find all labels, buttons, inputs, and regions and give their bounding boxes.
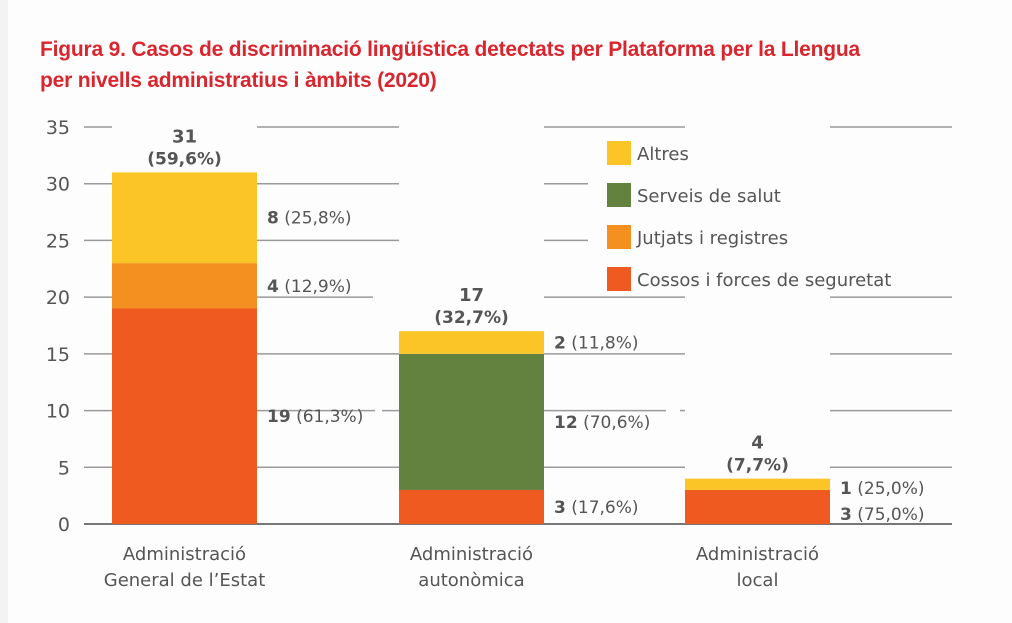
segment-label-serveis-de-salut-2: 12 (70,6%) bbox=[554, 413, 650, 433]
bar-total-value-1: 31 bbox=[172, 126, 197, 147]
bar-total-value-2: 17 bbox=[459, 285, 484, 306]
bar-segment-cossos-i-forces-de-seguretat-2 bbox=[399, 489, 544, 524]
segment-label-jutjats-i-registres-1: 4 (12,9%) bbox=[267, 277, 352, 297]
bar-segment-altres-2 bbox=[399, 331, 544, 354]
segment-label-percent: (25,8%) bbox=[279, 209, 352, 229]
legend-swatch-serveis-de-salut bbox=[607, 183, 631, 207]
chart-title: Figura 9. Casos de discriminació lingüís… bbox=[40, 34, 1000, 96]
segment-label-altres-3: 1 (25,0%) bbox=[840, 479, 925, 499]
segment-label-count: 4 bbox=[267, 277, 279, 297]
segment-label-percent: (75,0%) bbox=[852, 505, 925, 525]
segment-label-count: 3 bbox=[840, 505, 852, 525]
y-tick-label-20: 20 bbox=[46, 287, 70, 309]
chart-title-line-1: Figura 9. Casos de discriminació lingüís… bbox=[40, 38, 860, 61]
bar-segment-altres-1 bbox=[112, 172, 257, 264]
category-label-1-line-2: General de l’Estat bbox=[104, 570, 266, 591]
segment-label-percent: (17,6%) bbox=[566, 498, 639, 518]
category-label-2-line-2: autonòmica bbox=[418, 570, 524, 591]
y-tick-label-30: 30 bbox=[46, 174, 70, 196]
segment-label-percent: (12,9%) bbox=[279, 277, 352, 297]
bar-total-percent-1: (59,6%) bbox=[147, 149, 222, 169]
bar-total-value-3: 4 bbox=[751, 433, 764, 454]
page-edge bbox=[0, 0, 8, 623]
y-tick-label-0: 0 bbox=[58, 514, 70, 536]
legend-swatch-jutjats-i-registres bbox=[607, 225, 631, 249]
segment-label-cossos-i-forces-de-seguretat-1: 19 (61,3%) bbox=[267, 407, 363, 427]
segment-label-cossos-i-forces-de-seguretat-2: 3 (17,6%) bbox=[554, 498, 639, 518]
bar-segment-jutjats-i-registres-1 bbox=[112, 263, 257, 309]
segment-label-count: 1 bbox=[840, 479, 852, 499]
category-label-1-line-1: Administració bbox=[123, 544, 246, 565]
segment-label-count: 8 bbox=[267, 209, 279, 229]
bar-segment-altres-3 bbox=[685, 478, 830, 490]
bar-total-percent-3: (7,7%) bbox=[726, 456, 789, 476]
segment-label-count: 3 bbox=[554, 498, 566, 518]
y-tick-label-10: 10 bbox=[46, 401, 70, 423]
segment-label-percent: (11,8%) bbox=[566, 334, 639, 354]
legend-label-serveis-de-salut: Serveis de salut bbox=[637, 186, 781, 207]
legend-label-altres: Altres bbox=[637, 144, 689, 165]
category-label-3-line-1: Administració bbox=[696, 544, 819, 565]
legend-label-cossos-i-forces-de-seguretat: Cossos i forces de seguretat bbox=[637, 270, 891, 291]
segment-label-percent: (61,3%) bbox=[291, 407, 364, 427]
y-tick-label-25: 25 bbox=[46, 230, 70, 252]
bar-total-percent-2: (32,7%) bbox=[434, 308, 509, 328]
segment-label-altres-1: 8 (25,8%) bbox=[267, 209, 352, 229]
legend-label-jutjats-i-registres: Jutjats i registres bbox=[636, 228, 788, 249]
bar-segment-cossos-i-forces-de-seguretat-1 bbox=[112, 308, 257, 524]
bar-segment-serveis-de-salut-2 bbox=[399, 353, 544, 490]
y-tick-label-35: 35 bbox=[46, 117, 70, 139]
category-label-3-line-2: local bbox=[737, 570, 779, 591]
legend-swatch-cossos-i-forces-de-seguretat bbox=[607, 267, 631, 291]
segment-label-cossos-i-forces-de-seguretat-3: 3 (75,0%) bbox=[840, 505, 925, 525]
segment-label-percent: (25,0%) bbox=[852, 479, 925, 499]
segment-label-count: 2 bbox=[554, 334, 566, 354]
category-label-2-line-1: Administració bbox=[410, 544, 533, 565]
segment-label-count: 12 bbox=[554, 413, 578, 433]
legend-swatch-altres bbox=[607, 141, 631, 165]
chart-title-line-2: per nivells administratius i àmbits (202… bbox=[40, 69, 437, 92]
y-tick-label-5: 5 bbox=[58, 457, 70, 479]
segment-label-count: 19 bbox=[267, 407, 291, 427]
y-tick-label-15: 15 bbox=[46, 344, 70, 366]
segment-label-altres-2: 2 (11,8%) bbox=[554, 334, 639, 354]
bar-segment-cossos-i-forces-de-seguretat-3 bbox=[685, 489, 830, 524]
segment-label-percent: (70,6%) bbox=[578, 413, 651, 433]
